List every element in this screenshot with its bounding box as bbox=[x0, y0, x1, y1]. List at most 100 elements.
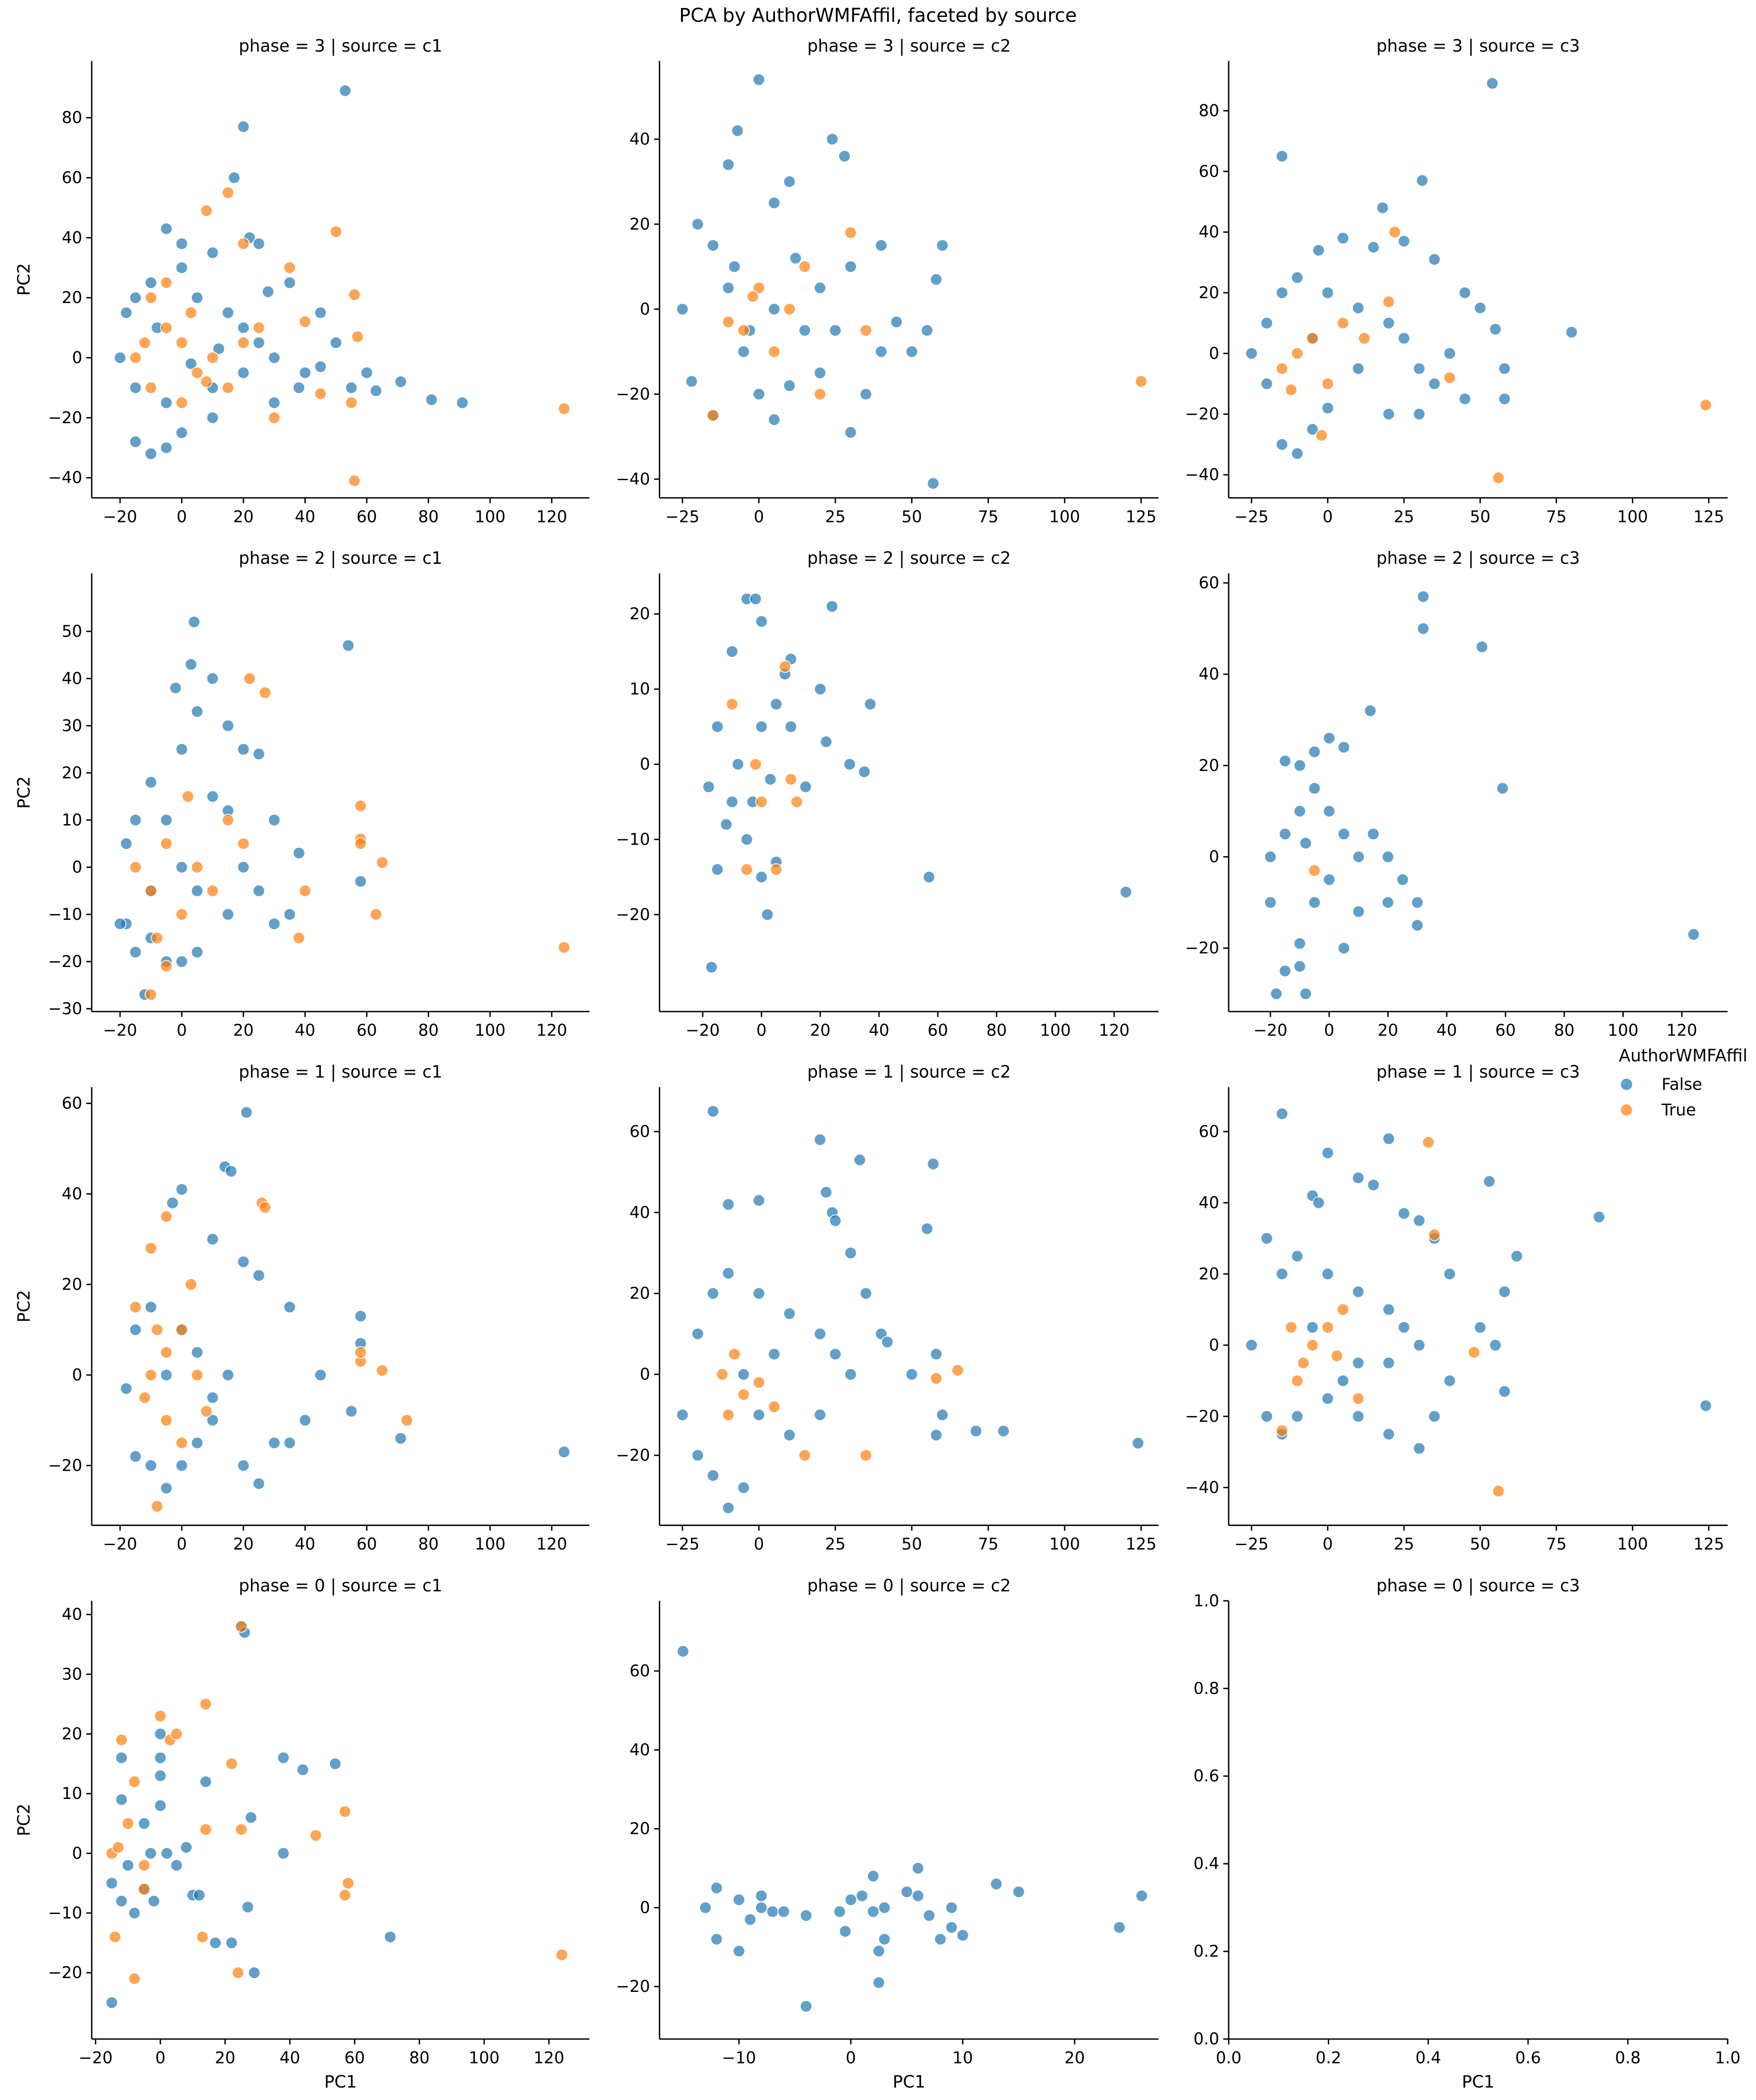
point-false bbox=[1291, 1250, 1304, 1262]
point-true bbox=[1330, 1349, 1343, 1362]
point-false bbox=[1411, 919, 1424, 932]
point-false bbox=[1687, 928, 1700, 941]
x-tick-label: 0 bbox=[756, 1021, 766, 1040]
point-false bbox=[1337, 1374, 1350, 1387]
point-false bbox=[685, 375, 698, 388]
point-true bbox=[299, 316, 312, 328]
point-true bbox=[1276, 362, 1289, 375]
point-false bbox=[1364, 704, 1377, 717]
point-false bbox=[1299, 837, 1312, 850]
x-tick-label: 100 bbox=[1608, 1021, 1638, 1040]
point-true bbox=[860, 1449, 872, 1462]
point-false bbox=[1510, 1250, 1523, 1262]
point-false bbox=[1321, 402, 1334, 414]
point-false bbox=[252, 748, 265, 761]
point-false bbox=[844, 426, 857, 439]
point-false bbox=[1413, 1214, 1426, 1227]
point-true bbox=[129, 351, 142, 364]
x-tick-label: 60 bbox=[357, 507, 377, 526]
point-true bbox=[175, 336, 188, 349]
point-false bbox=[733, 1894, 746, 1906]
y-tick-label: −20 bbox=[616, 1977, 650, 1996]
point-false bbox=[314, 1368, 327, 1381]
point-true bbox=[783, 303, 796, 316]
point-false bbox=[755, 720, 768, 733]
point-false bbox=[799, 2000, 812, 2013]
point-false bbox=[1306, 423, 1319, 436]
point-false bbox=[711, 720, 724, 733]
point-false bbox=[1496, 782, 1509, 795]
point-true bbox=[150, 1323, 163, 1336]
point-false bbox=[676, 303, 689, 316]
point-false bbox=[1459, 392, 1471, 405]
x-tick-label: 125 bbox=[1693, 1534, 1724, 1554]
x-tick-label: 60 bbox=[357, 1534, 377, 1554]
point-false bbox=[814, 367, 827, 379]
point-false bbox=[1299, 987, 1312, 1000]
point-false bbox=[1352, 905, 1365, 918]
point-false bbox=[1291, 271, 1304, 284]
point-false bbox=[1260, 317, 1273, 329]
point-false bbox=[222, 719, 235, 732]
point-false bbox=[706, 1469, 719, 1482]
point-false bbox=[1428, 377, 1441, 390]
point-true bbox=[1291, 1374, 1304, 1387]
point-false bbox=[252, 1477, 265, 1490]
point-false bbox=[1443, 1267, 1456, 1280]
point-false bbox=[833, 1905, 846, 1918]
point-false bbox=[1321, 1267, 1334, 1280]
x-tick-label: 120 bbox=[536, 1534, 567, 1554]
x-tick-label: 0 bbox=[177, 1534, 187, 1554]
x-tick-label: 0 bbox=[1322, 507, 1333, 526]
point-false bbox=[799, 781, 812, 793]
point-true bbox=[556, 1948, 568, 1961]
point-true bbox=[1276, 1424, 1289, 1437]
x-tick-label: 25 bbox=[1394, 1534, 1414, 1554]
y-tick-label: −30 bbox=[48, 999, 82, 1018]
point-false bbox=[1367, 1178, 1380, 1191]
point-false bbox=[768, 303, 781, 316]
point-false bbox=[145, 1301, 157, 1314]
x-tick-label: 40 bbox=[280, 2048, 300, 2068]
point-false bbox=[1498, 392, 1511, 405]
facet-title: phase = 3 | source = c3 bbox=[1376, 36, 1580, 56]
y-tick-label: 20 bbox=[62, 288, 82, 307]
y-tick-label: −20 bbox=[48, 1963, 82, 1982]
point-false bbox=[1279, 755, 1291, 767]
point-true bbox=[112, 1841, 125, 1854]
facet-title: phase = 3 | source = c2 bbox=[807, 36, 1011, 56]
point-false bbox=[1411, 896, 1424, 909]
x-tick-label: 0 bbox=[846, 2048, 856, 2068]
x-tick-label: 0 bbox=[1322, 1534, 1333, 1554]
point-true bbox=[1382, 295, 1395, 308]
point-true bbox=[252, 321, 265, 334]
point-false bbox=[369, 384, 382, 397]
point-true bbox=[1135, 375, 1148, 388]
point-false bbox=[277, 1847, 290, 1860]
facet-title: phase = 1 | source = c3 bbox=[1376, 1062, 1580, 1082]
point-false bbox=[677, 1645, 689, 1658]
point-true bbox=[268, 411, 281, 424]
point-false bbox=[1398, 235, 1411, 247]
x-tick-label: 0 bbox=[155, 2048, 166, 2068]
x-tick-label: 0 bbox=[177, 507, 187, 526]
point-true bbox=[154, 1710, 167, 1723]
facet-panel: phase = 1 | source = c1 −20 0 20 40 60 80 100 12… bbox=[14, 1062, 590, 1554]
point-true bbox=[740, 863, 753, 876]
x-tick-label: 20 bbox=[233, 1021, 254, 1040]
point-false bbox=[160, 1368, 173, 1381]
point-false bbox=[789, 252, 802, 265]
point-true bbox=[746, 290, 759, 303]
point-true bbox=[314, 387, 327, 400]
point-false bbox=[969, 1424, 982, 1437]
y-tick-label: 60 bbox=[1199, 1122, 1219, 1141]
point-false bbox=[1323, 873, 1336, 886]
point-false bbox=[1396, 873, 1409, 886]
x-tick-label: 0.6 bbox=[1515, 2048, 1541, 2068]
points bbox=[1245, 77, 1712, 484]
y-tick-label: 40 bbox=[62, 1605, 82, 1624]
x-tick-label: 75 bbox=[1546, 507, 1566, 526]
point-false bbox=[206, 1414, 219, 1427]
points bbox=[677, 1645, 1148, 2013]
y-tick-label: 0 bbox=[72, 348, 82, 367]
